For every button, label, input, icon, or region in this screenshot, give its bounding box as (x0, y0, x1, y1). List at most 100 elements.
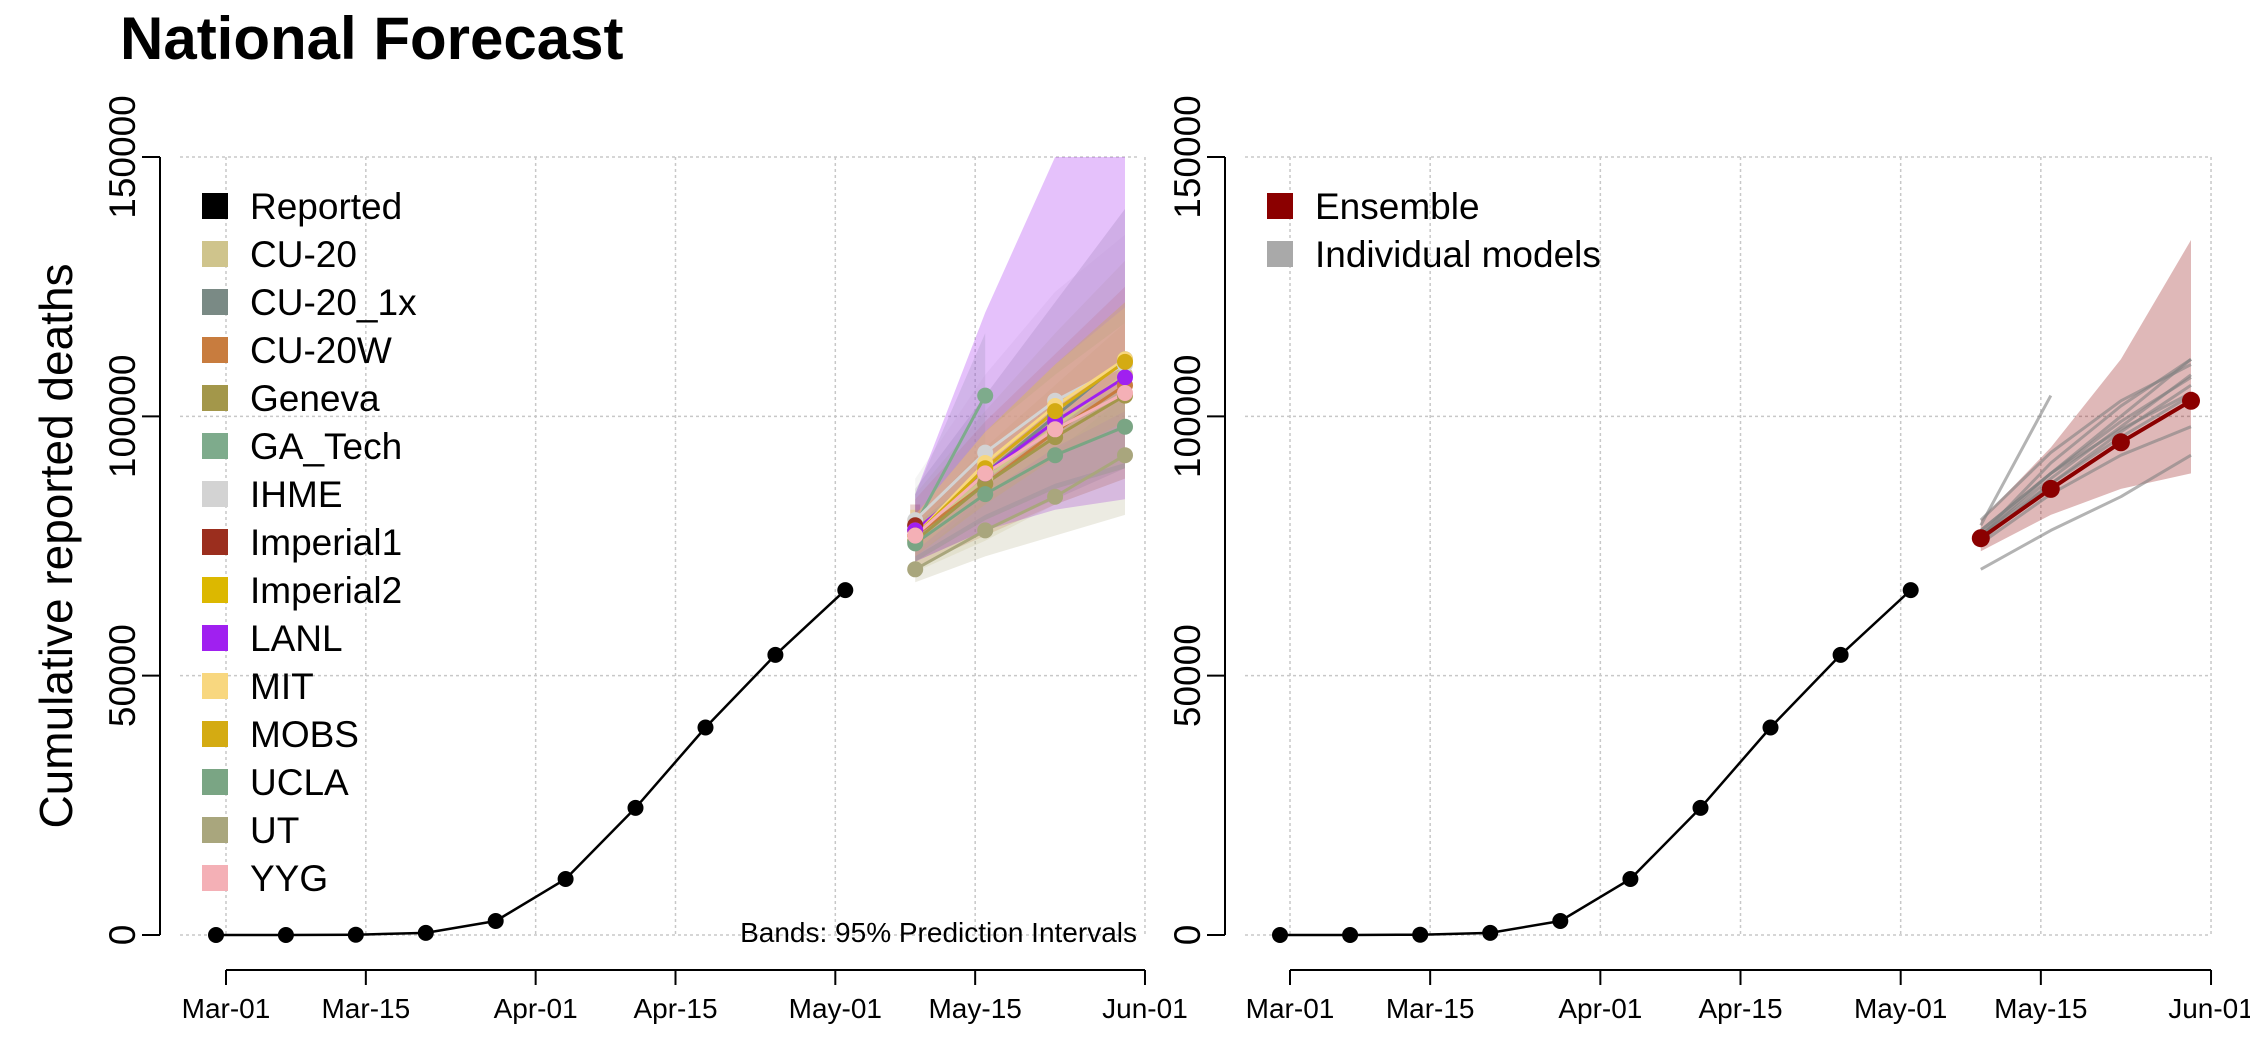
p1-reported-point-5 (487, 913, 504, 929)
p2-x-tick-label-mar-15: Mar-15 (1386, 993, 1475, 1024)
p1-legend-swatch-geneva (202, 385, 228, 411)
p2-line-reported (1280, 589, 1912, 937)
p2-line-ensemble (1979, 399, 2193, 540)
p2-individual-model-line-10 (1980, 453, 2192, 571)
p1-line-geneva (914, 394, 1126, 542)
p1-ga-tech-point-2 (977, 387, 994, 404)
p1-legend-swatch-mit (202, 673, 228, 699)
p1-legend-label-cu-20: CU-20 (250, 234, 357, 275)
p1-legend-label-lanl: LANL (250, 618, 343, 659)
p1-legend-label-mobs: MOBS (250, 714, 359, 755)
p1-legend-label-ucla: UCLA (250, 762, 349, 803)
p2-legend-label-ensemble: Ensemble (1315, 186, 1480, 227)
p2-legend-swatch-ensemble (1267, 193, 1293, 219)
p1-band-ut (915, 395, 1125, 583)
p1-line-yyg (914, 391, 1126, 537)
p1-ucla-point-3 (1047, 447, 1064, 464)
p1-reported-point-2 (277, 927, 294, 943)
p2-individual-model-line-9 (1979, 425, 2192, 545)
p2-y-tick-label-100000: 100000 (1167, 355, 1208, 478)
p1-reported-point-6 (557, 871, 574, 887)
p1-y-tick-label-50000: 50000 (102, 624, 143, 727)
p1-line-ga-tech (913, 394, 987, 527)
y-axis-title: Cumulative reported deaths (30, 263, 82, 828)
p1-legend-swatch-imperial2 (202, 577, 228, 603)
p1-line-ut (914, 453, 1126, 571)
p2-legend-swatch-individual-models (1267, 241, 1293, 267)
p1-y-tick-label-100000: 100000 (102, 355, 143, 478)
p1-reported-point-3 (347, 926, 364, 943)
p2-individual-model-line-11 (1979, 391, 2192, 537)
p2-x-tick-label-may-01: May-01 (1854, 993, 1947, 1024)
p1-legend-swatch-imperial1 (202, 529, 228, 555)
p1-legend-label-imperial1: Imperial1 (250, 522, 402, 563)
p1-legend-swatch-cu-20-1x (202, 289, 228, 315)
p1-legend-label-imperial2: Imperial2 (250, 570, 402, 611)
p2-ensemble-point-3 (2111, 433, 2130, 452)
p1-yyg-point-4 (1117, 385, 1133, 401)
p2-reported-point-10 (1902, 582, 1919, 599)
p2-reported-point-2 (1342, 927, 1359, 943)
p2-ensemble-point-4 (2182, 391, 2200, 410)
p1-ut-point-3 (1047, 488, 1064, 505)
p2-y-tick-label-50000: 50000 (1167, 624, 1208, 727)
p1-reported-point-10 (837, 582, 854, 599)
p1-legend-swatch-ut (202, 817, 228, 843)
p1-line-reported (216, 589, 847, 937)
p1-reported-point-9 (767, 646, 784, 663)
p1-legend-label-ga-tech: GA_Tech (250, 426, 402, 467)
p1-x-tick-label-apr-15: Apr-15 (633, 993, 717, 1024)
p1-line-mobs (914, 360, 1126, 537)
p1-legend-swatch-mobs (202, 721, 228, 747)
p2-reported-point-7 (1692, 799, 1709, 816)
p2-reported-point-9 (1832, 646, 1849, 663)
p2-legend-label-individual-models: Individual models (1315, 234, 1601, 275)
p2-y-tick-label-150000: 150000 (1167, 95, 1208, 218)
p1-ut-point-2 (977, 522, 994, 539)
p1-lanl-point-4 (1117, 369, 1133, 386)
p2-reported-point-1 (1272, 927, 1288, 943)
p1-legend-swatch-ga-tech (202, 433, 228, 459)
p2-reported-point-4 (1482, 924, 1499, 941)
p1-legend-label-cu-20w: CU-20W (250, 330, 392, 371)
p1-reported-point-4 (417, 924, 434, 941)
p1-legend-swatch-ucla (202, 769, 228, 795)
p1-line-cu-20w (914, 383, 1126, 537)
p1-mobs-point-4 (1117, 353, 1133, 370)
p1-y-tick-label-150000: 150000 (102, 95, 143, 218)
p1-x-tick-label-may-01: May-01 (789, 993, 882, 1024)
p1-legend-label-ihme: IHME (250, 474, 343, 515)
p1-band-ga-tech (915, 333, 986, 552)
p1-legend-swatch-lanl (202, 625, 228, 651)
p1-legend-swatch-reported (202, 193, 228, 219)
p2-band-ensemble (1980, 240, 2191, 552)
p1-x-tick-label-mar-15: Mar-15 (321, 993, 410, 1024)
p1-legend-label-ut: UT (250, 810, 299, 851)
p1-line-ucla (914, 425, 1126, 545)
p1-legend-label-cu-20-1x: CU-20_1x (250, 282, 417, 323)
p1-legend-label-yyg: YYG (250, 858, 328, 899)
p1-line-mit (914, 358, 1126, 537)
p2-reported-point-8 (1762, 719, 1779, 736)
p1-legend-label-geneva: Geneva (250, 378, 380, 419)
p2-individual-model-line-7 (1979, 376, 2192, 532)
p2-x-tick-label-apr-15: Apr-15 (1698, 993, 1782, 1024)
p1-reported-point-1 (208, 927, 224, 943)
p2-reported-point-3 (1412, 926, 1429, 943)
p1-band-cu-20-1x (915, 208, 1125, 562)
p1-legend-label-reported: Reported (250, 186, 402, 227)
p1-reported-point-8 (697, 719, 714, 736)
p2-y-tick-label-0: 0 (1167, 925, 1208, 946)
p1-ut-point-4 (1117, 447, 1133, 464)
p1-ucla-point-2 (977, 486, 994, 503)
p2-reported-point-6 (1622, 871, 1639, 887)
p1-reported-point-7 (627, 799, 644, 816)
p1-x-tick-label-mar-01: Mar-01 (182, 993, 271, 1024)
p1-yyg-point-2 (977, 465, 994, 482)
p1-legend-label-mit: MIT (250, 666, 314, 707)
p2-individual-model-line-3 (1979, 383, 2192, 537)
p1-legend-swatch-cu-20 (202, 241, 228, 267)
p2-x-tick-label-may-15: May-15 (1994, 993, 2087, 1024)
p1-y-tick-label-0: 0 (102, 925, 143, 946)
